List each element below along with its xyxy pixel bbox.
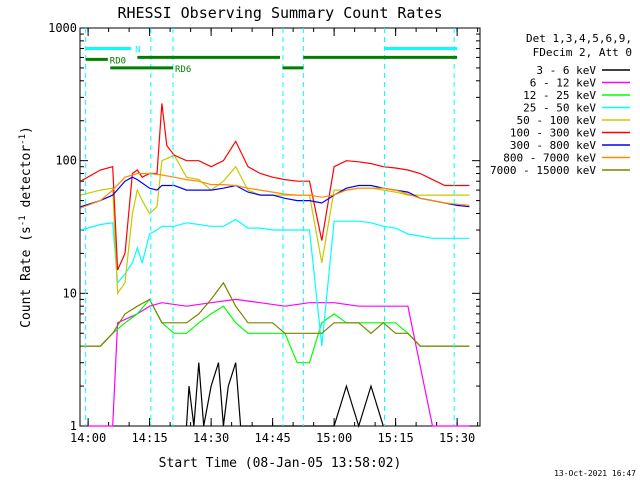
legend-label: 3 - 6 keV bbox=[536, 64, 596, 77]
x-tick-label: 15:30 bbox=[439, 431, 475, 445]
y-tick-label: 1000 bbox=[48, 21, 77, 35]
y-axis-label-sup2: -1 bbox=[18, 134, 28, 145]
series-line-5 bbox=[80, 103, 470, 271]
overlays: N RD0 RD6 bbox=[85, 28, 458, 426]
legend-label: 7000 - 15000 keV bbox=[490, 164, 596, 177]
y-tick-label: 1 bbox=[70, 419, 77, 433]
series-line-2 bbox=[80, 298, 470, 364]
flag-bar-label: RD0 bbox=[110, 56, 126, 66]
series-line-0 bbox=[185, 362, 384, 429]
plot-area bbox=[80, 103, 470, 429]
legend-header-line: FDecim 2, Att 0 bbox=[533, 46, 632, 59]
legend-header-line: Det 1,3,4,5,6,9, bbox=[526, 32, 632, 45]
series-line-7 bbox=[80, 172, 470, 209]
y-axis-label-end: ) bbox=[19, 126, 34, 134]
y-axis-label-main: Count Rate (s bbox=[19, 226, 34, 328]
y-axis-label-sup1: -1 bbox=[18, 215, 28, 226]
y-axis-label: Count Rate (s-1 detector-1) bbox=[18, 126, 34, 328]
flag-bar-label: N bbox=[135, 46, 140, 56]
legend-label: 300 - 800 keV bbox=[510, 139, 596, 152]
legend-label: 800 - 7000 keV bbox=[503, 152, 596, 165]
series-line-6 bbox=[80, 176, 470, 208]
flag-bar-label: RD6 bbox=[175, 65, 191, 75]
y-tick-label: 100 bbox=[55, 154, 77, 168]
x-tick-label: 14:45 bbox=[255, 431, 291, 445]
x-tick-label: 15:00 bbox=[316, 431, 352, 445]
series-line-4 bbox=[80, 154, 470, 296]
series-line-1 bbox=[88, 298, 470, 427]
legend-label: 100 - 300 keV bbox=[510, 127, 596, 140]
series-line-3 bbox=[80, 218, 470, 347]
legend: Det 1,3,4,5,6,9,FDecim 2, Att 0 3 - 6 keV… bbox=[490, 32, 632, 177]
x-tick-label: 15:15 bbox=[378, 431, 414, 445]
x-axis-label: Start Time (08-Jan-05 13:58:02) bbox=[159, 456, 402, 471]
legend-label: 12 - 25 keV bbox=[523, 89, 596, 102]
chart-title: RHESSI Observing Summary Count Rates bbox=[117, 4, 442, 22]
legend-label: 6 - 12 keV bbox=[530, 77, 597, 90]
timestamp: 13-Oct-2021 16:47 bbox=[554, 469, 636, 478]
axis-ticks: 14:00 14:15 14:30 14:45 15:00 15:15 15:30 1 10 10… bbox=[48, 21, 480, 445]
x-tick-label: 14:15 bbox=[132, 431, 168, 445]
legend-label: 50 - 100 keV bbox=[517, 114, 597, 127]
legend-label: 25 - 50 keV bbox=[523, 102, 596, 115]
x-tick-label: 14:00 bbox=[70, 431, 106, 445]
y-tick-label: 10 bbox=[63, 286, 77, 300]
x-tick-label: 14:30 bbox=[193, 431, 229, 445]
y-axis-label-mid: detector bbox=[19, 145, 34, 216]
series-line-8 bbox=[80, 281, 470, 347]
